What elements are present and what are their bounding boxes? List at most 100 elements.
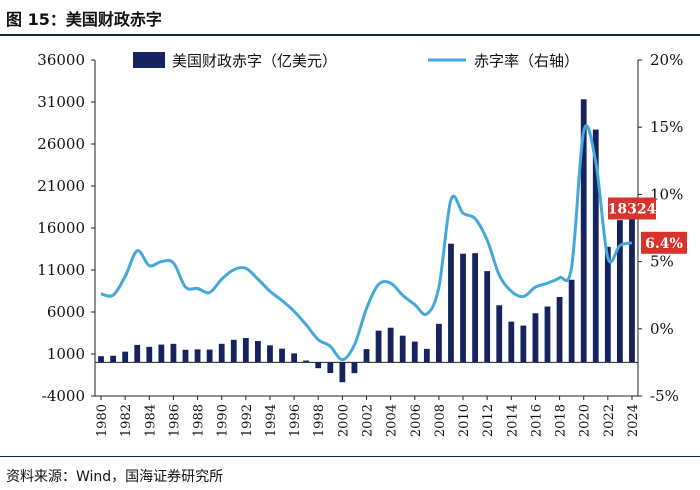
bar-2007 <box>423 348 430 363</box>
source-note: 资料来源：Wind，国海证券研究所 <box>6 469 224 485</box>
x-tick-label: 1988 <box>192 404 207 437</box>
figure-title: 图 15：美国财政赤字 <box>6 10 162 29</box>
bar-2011 <box>472 253 478 363</box>
bar-1990 <box>218 343 225 363</box>
x-tick-label: 2014 <box>505 404 520 437</box>
right-tick-label: -5% <box>650 387 679 405</box>
bar-1988 <box>194 349 201 363</box>
bar-2020 <box>580 99 587 363</box>
x-tick-label: 1982 <box>119 404 134 437</box>
x-tick-label: 2004 <box>385 404 400 437</box>
bar-1989 <box>206 349 213 363</box>
right-tick-label: 15% <box>650 118 683 136</box>
x-tick-label: 2022 <box>602 404 617 437</box>
bar-2013 <box>496 305 503 363</box>
bar-1994 <box>267 345 273 363</box>
bar-2024 <box>629 208 635 363</box>
x-tick-label: 2024 <box>626 404 641 437</box>
x-tick-label: 2010 <box>457 404 472 437</box>
left-tick-label: 21000 <box>37 177 85 195</box>
bar-2012 <box>484 271 491 363</box>
annotation-ratio-box <box>641 231 687 254</box>
bar-2008 <box>436 323 442 363</box>
tick-labels: -4000 1000 6000 11000 16000 21000 26000 31000 36… <box>37 51 683 437</box>
bar-2022 <box>604 246 611 363</box>
deficit-ratio-line <box>100 124 633 362</box>
bar-2000 <box>339 362 346 383</box>
x-tick-label: 2008 <box>433 404 448 437</box>
right-tick-label: 5% <box>650 253 674 271</box>
line-series <box>100 124 633 362</box>
right-tick-label: 10% <box>650 185 683 203</box>
bar-2023 <box>617 220 623 363</box>
x-tick-label: 1990 <box>216 404 231 437</box>
x-tick-label: 2012 <box>481 404 496 437</box>
bar-1998 <box>315 362 322 369</box>
x-tick-label: 2006 <box>409 404 424 437</box>
bar-1999 <box>327 362 334 373</box>
bar-2010 <box>460 253 466 363</box>
bar-2014 <box>508 321 515 363</box>
left-tick-label: -4000 <box>42 387 85 405</box>
top-rule <box>0 34 700 36</box>
x-tick-label: 1986 <box>167 404 182 437</box>
left-tick-label: 6000 <box>47 303 85 321</box>
bar-1982 <box>122 351 129 363</box>
x-tick-label: 2018 <box>554 404 569 437</box>
bar-2018 <box>556 296 563 363</box>
annotation-deficit-label: 18324 <box>608 201 657 217</box>
left-tick-label: 11000 <box>37 261 85 279</box>
bar-series <box>98 99 635 383</box>
x-tick-label: 1992 <box>240 404 255 437</box>
x-tick-label: 1998 <box>312 404 327 437</box>
bar-1987 <box>182 349 189 363</box>
left-tick-label: 31000 <box>37 93 85 111</box>
x-tick-label: 2000 <box>336 404 351 437</box>
x-tick-label: 2016 <box>529 404 544 437</box>
bar-2005 <box>399 335 406 363</box>
bar-1992 <box>242 338 249 363</box>
right-tick-label: 0% <box>650 320 674 338</box>
bar-2002 <box>363 349 370 363</box>
bar-2021 <box>592 129 599 363</box>
left-tick-label: 26000 <box>37 135 85 153</box>
bar-2017 <box>544 306 551 363</box>
bar-1996 <box>291 353 297 363</box>
bar-1981 <box>110 355 116 363</box>
x-tick-label: 1996 <box>288 404 303 437</box>
annotation-ratio-label: 6.4% <box>645 236 683 252</box>
legend: 美国财政赤字（亿美元） 赤字率（右轴） <box>133 52 579 70</box>
bar-2004 <box>387 327 394 363</box>
legend-label-line: 赤字率（右轴） <box>474 52 579 70</box>
legend-label-bar: 美国财政赤字（亿美元） <box>172 52 337 70</box>
bar-2001 <box>351 362 358 374</box>
bar-2009 <box>448 243 454 363</box>
x-tick-label: 1984 <box>143 404 158 437</box>
bar-1997 <box>303 360 310 363</box>
bar-2015 <box>520 325 527 363</box>
bar-1980 <box>98 356 104 363</box>
bottom-rule <box>0 456 700 457</box>
bar-2006 <box>411 341 418 363</box>
legend-swatch-bar <box>133 52 165 68</box>
bar-1986 <box>170 343 177 363</box>
x-tick-label: 1980 <box>95 404 110 437</box>
bar-1984 <box>146 346 153 363</box>
annotations: 18324 6.4% <box>608 197 687 254</box>
left-tick-label: 36000 <box>37 51 85 69</box>
bar-2003 <box>375 330 382 363</box>
bar-1985 <box>158 344 165 363</box>
bar-2019 <box>568 279 575 363</box>
x-tick-label: 2020 <box>578 404 593 437</box>
bar-1995 <box>279 348 285 363</box>
x-tick-label: 1994 <box>264 404 279 437</box>
bar-1991 <box>230 339 237 363</box>
left-tick-label: 1000 <box>47 345 85 363</box>
bar-1993 <box>255 340 261 363</box>
x-tick-label: 2002 <box>361 404 376 437</box>
bar-2016 <box>532 313 539 363</box>
right-tick-label: 20% <box>650 51 683 69</box>
bar-1983 <box>134 344 141 363</box>
